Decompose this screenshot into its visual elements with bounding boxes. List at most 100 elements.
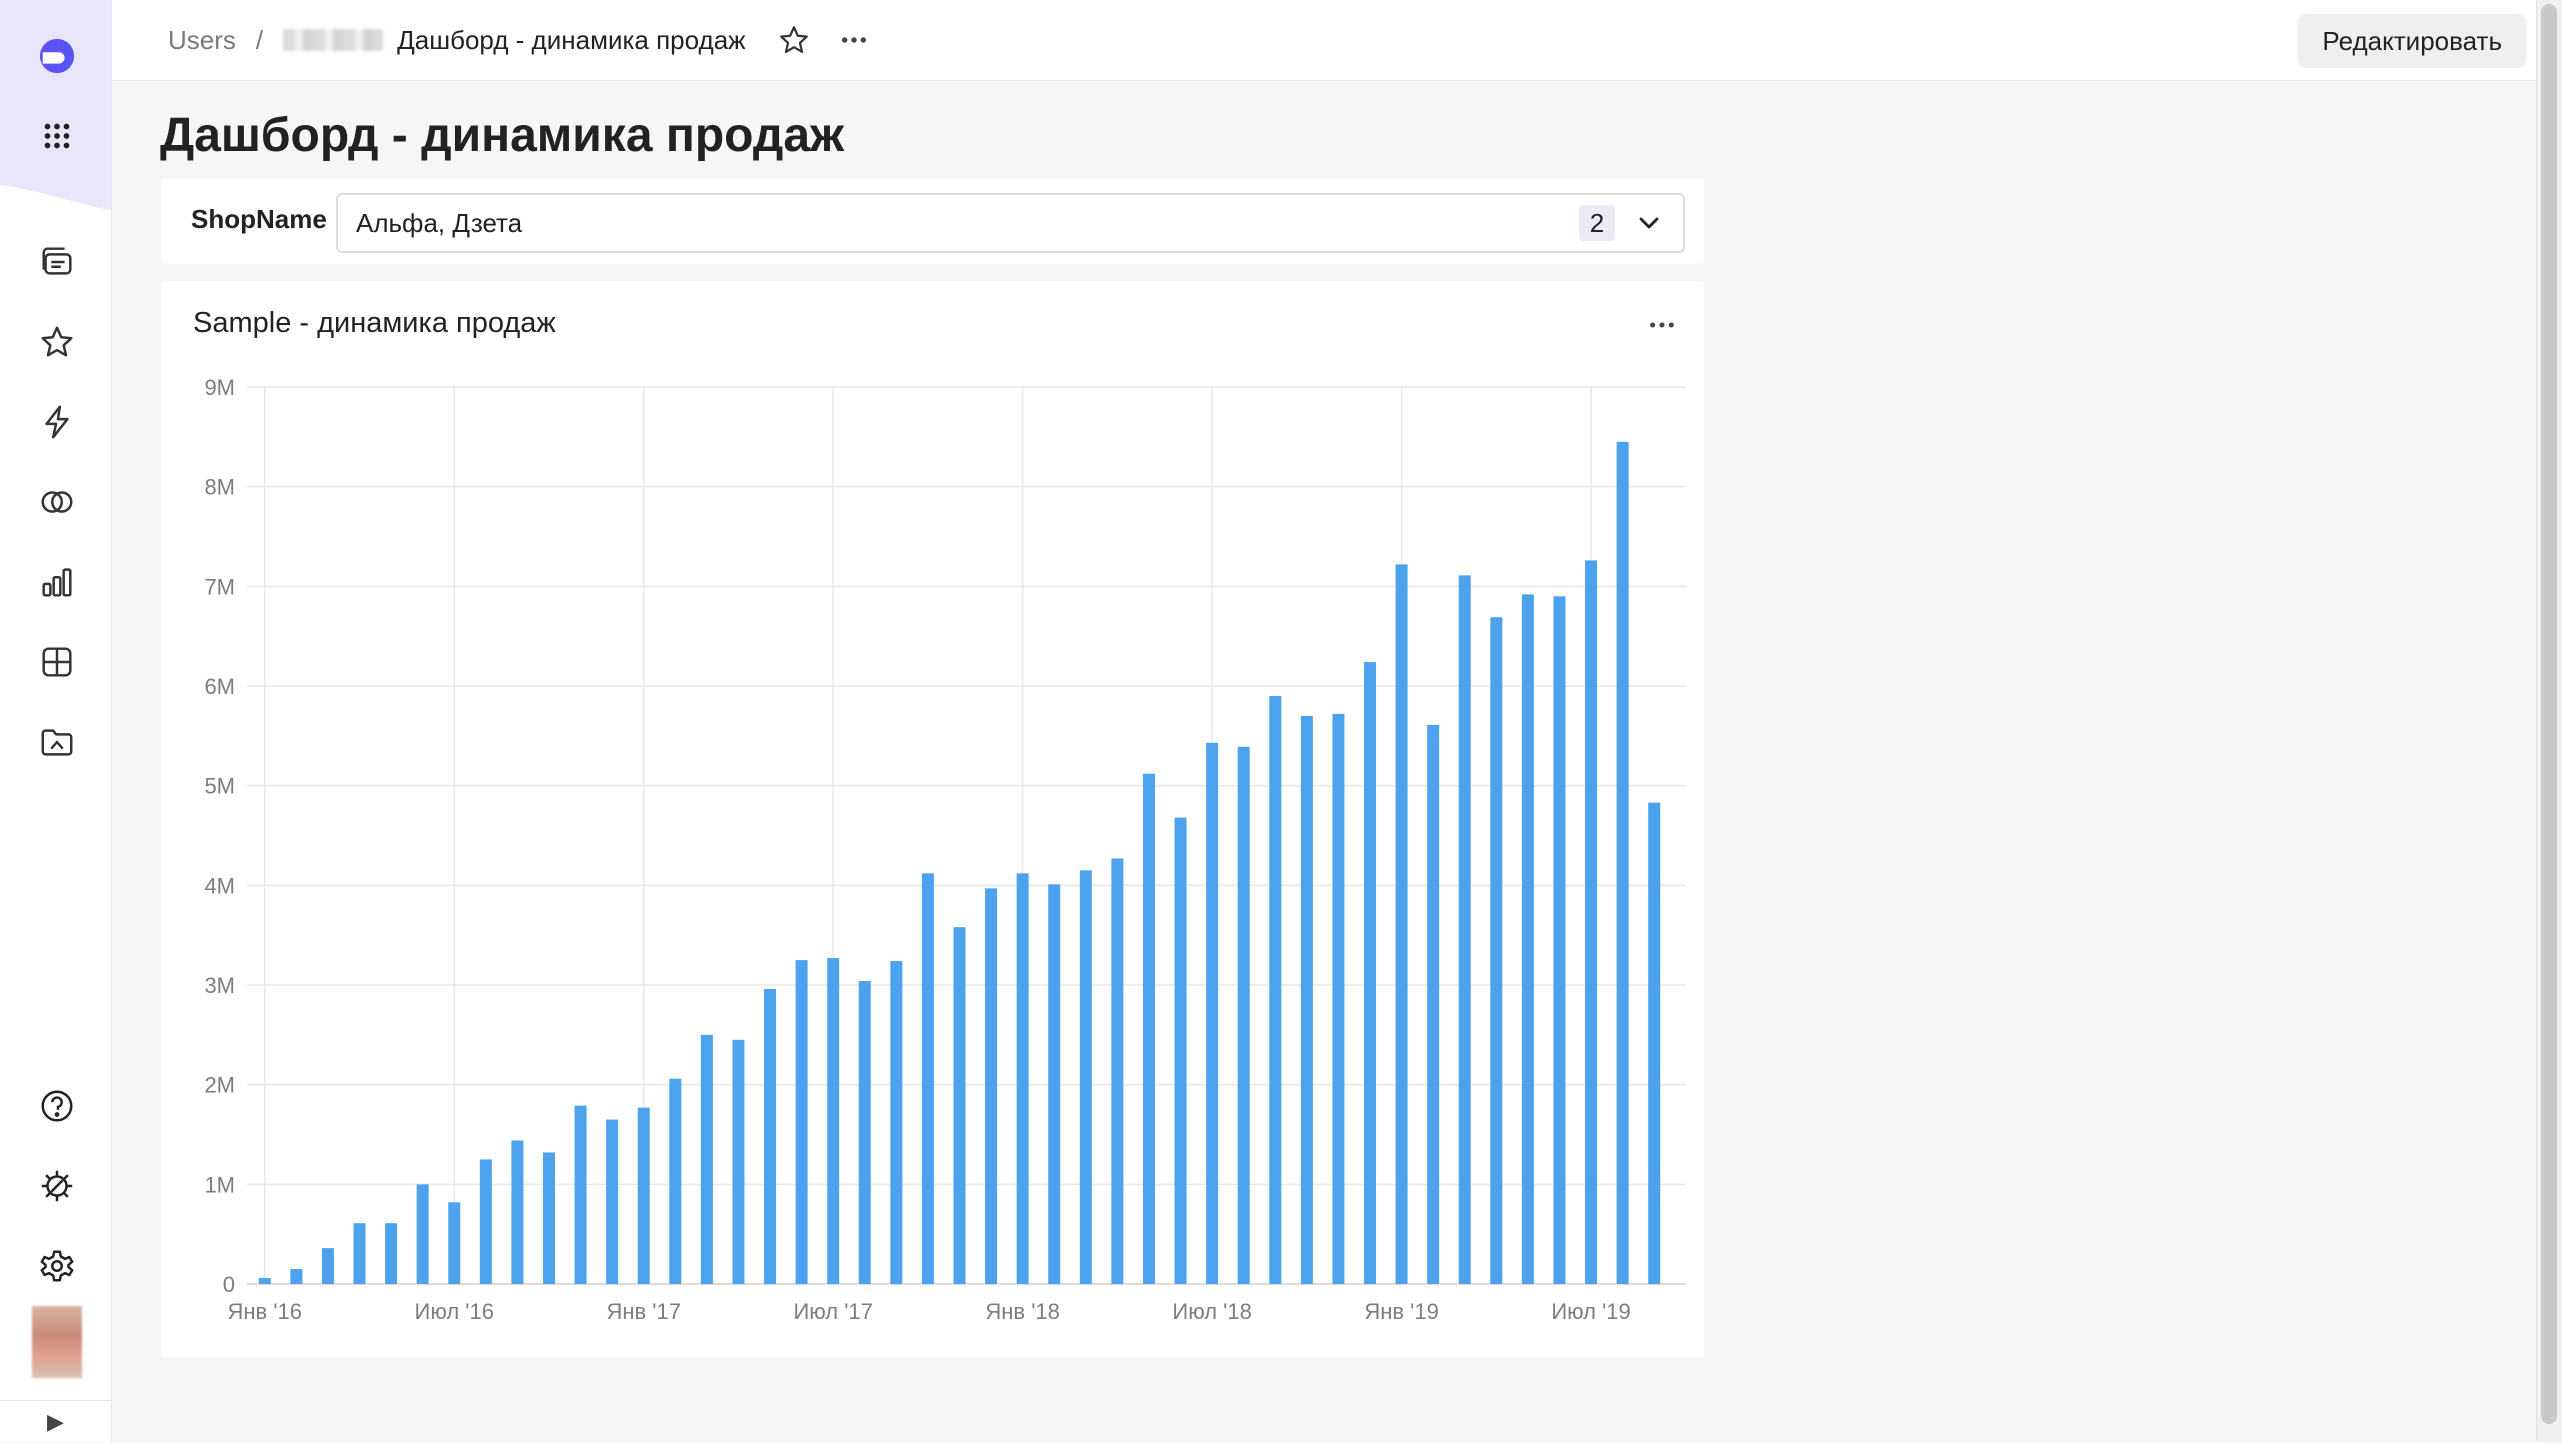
- chart-bar: [764, 989, 776, 1284]
- x-tick-label: Янв '19: [1364, 1299, 1439, 1324]
- chart-bar: [669, 1079, 681, 1284]
- x-tick-label: Июл '18: [1172, 1299, 1251, 1324]
- page-title: Дашборд - динамика продаж: [160, 108, 844, 163]
- x-tick-label: Июл '19: [1551, 1299, 1630, 1324]
- breadcrumb-current: Дашборд - динамика продаж: [397, 25, 745, 56]
- star-icon: [777, 23, 811, 57]
- x-tick-label: Янв '17: [606, 1299, 681, 1324]
- chart-bar: [417, 1184, 429, 1284]
- lightning-icon[interactable]: [31, 396, 83, 448]
- shopname-select[interactable]: Альфа, Дзета 2: [336, 193, 1685, 253]
- debug-gear-icon[interactable]: [31, 1160, 83, 1212]
- chart-bar: [448, 1202, 460, 1284]
- folder-icon[interactable]: [31, 716, 83, 768]
- chart-bar: [1364, 662, 1376, 1284]
- breadcrumb-blurred-folder[interactable]: [283, 29, 383, 51]
- chart-bar: [732, 1040, 744, 1284]
- chart-bar: [575, 1106, 587, 1284]
- charts-bar-icon[interactable]: [31, 556, 83, 608]
- selector-value: Альфа, Дзета: [356, 208, 522, 239]
- help-icon[interactable]: [31, 1080, 83, 1132]
- play-triangle-icon: ▶: [47, 1409, 64, 1435]
- dashboards-grid-icon[interactable]: [31, 636, 83, 688]
- chart-bar: [701, 1035, 713, 1284]
- more-actions-button[interactable]: [832, 18, 876, 62]
- chart-bar: [985, 888, 997, 1284]
- chart-bar: [1522, 594, 1534, 1284]
- y-tick-label: 9M: [204, 375, 235, 400]
- selector-label: ShopName: [191, 204, 327, 235]
- y-tick-label: 3M: [204, 973, 235, 998]
- datasets-circles-icon[interactable]: [31, 476, 83, 528]
- chart-bar: [827, 958, 839, 1284]
- chart-bar: [922, 873, 934, 1284]
- chart-bar: [859, 981, 871, 1284]
- y-tick-label: 4M: [204, 873, 235, 898]
- header: Users / Дашборд - динамика продаж Редакт…: [112, 0, 2536, 81]
- chart-bar: [354, 1223, 366, 1284]
- y-tick-label: 2M: [204, 1073, 235, 1098]
- x-tick-label: Июл '16: [415, 1299, 494, 1324]
- breadcrumb-separator: /: [256, 25, 263, 56]
- chart-bar: [1269, 696, 1281, 1284]
- chart-widget: 0 1M 2M 3M 4M 5M 6M 7M 8M 9M Янв '16 Июл '16 Янв '17…: [161, 281, 1704, 1358]
- expand-sidebar-button[interactable]: ▶: [0, 1400, 111, 1443]
- favorites-star-icon[interactable]: [31, 316, 83, 368]
- chart-bar: [1585, 560, 1597, 1284]
- chart-menu-button[interactable]: [1640, 303, 1684, 347]
- window-scrollbar[interactable]: [2536, 0, 2562, 1442]
- x-tick-label: Июл '17: [793, 1299, 872, 1324]
- collections-icon[interactable]: [31, 236, 83, 288]
- chart-bar: [638, 1108, 650, 1284]
- chart-bar: [1617, 442, 1629, 1284]
- apps-grid-icon[interactable]: [31, 110, 83, 162]
- chevron-down-icon: [1633, 207, 1665, 239]
- chart-bar: [322, 1248, 334, 1284]
- sidebar: ▶: [0, 0, 112, 1442]
- chart-bar: [1648, 803, 1660, 1284]
- chart-bar: [1301, 716, 1313, 1284]
- chart-bar: [606, 1120, 618, 1284]
- logo-icon[interactable]: [31, 30, 83, 82]
- chart-bar: [259, 1278, 271, 1284]
- selector-widget: ShopName Альфа, Дзета 2: [161, 178, 1704, 264]
- chart-bar: [385, 1223, 397, 1284]
- favorite-star-button[interactable]: [772, 18, 816, 62]
- chart-bar: [1238, 747, 1250, 1284]
- chart-bar: [1459, 575, 1471, 1284]
- chart-bar: [1111, 858, 1123, 1284]
- ellipsis-icon: [1645, 308, 1679, 342]
- avatar[interactable]: [32, 1306, 82, 1378]
- y-tick-label: 0: [223, 1272, 235, 1297]
- chart-bar: [1048, 884, 1060, 1284]
- selected-count-badge: 2: [1579, 205, 1615, 241]
- chart-bar: [1175, 818, 1187, 1284]
- chart-bar: [1017, 873, 1029, 1284]
- y-tick-label: 7M: [204, 574, 235, 599]
- chart-bar: [1143, 774, 1155, 1284]
- x-tick-label: Янв '16: [228, 1299, 303, 1324]
- chart-bar: [1553, 596, 1565, 1284]
- chart-bar: [480, 1159, 492, 1284]
- chart-bar: [1427, 725, 1439, 1284]
- y-tick-label: 8M: [204, 475, 235, 500]
- chart-bar: [290, 1269, 302, 1284]
- y-tick-label: 1M: [204, 1172, 235, 1197]
- chart-bar: [1206, 743, 1218, 1284]
- edit-button[interactable]: Редактировать: [2298, 14, 2526, 68]
- chart-title: Sample - динамика продаж: [193, 307, 556, 340]
- chart-bar: [954, 927, 966, 1284]
- breadcrumb-root[interactable]: Users: [168, 25, 236, 56]
- chart-bar: [1490, 617, 1502, 1284]
- bar-chart: 0 1M 2M 3M 4M 5M 6M 7M 8M 9M Янв '16 Июл '16 Янв '17…: [161, 281, 1704, 1358]
- settings-gear-icon[interactable]: [31, 1240, 83, 1292]
- chart-bar: [543, 1152, 555, 1284]
- ellipsis-icon: [837, 23, 871, 57]
- chart-bar: [796, 960, 808, 1284]
- chart-bar: [1080, 870, 1092, 1284]
- scrollbar-thumb[interactable]: [2541, 4, 2557, 1424]
- chart-bar: [890, 961, 902, 1284]
- chart-bar: [1332, 714, 1344, 1284]
- y-tick-label: 5M: [204, 774, 235, 799]
- chart-bar: [511, 1140, 523, 1284]
